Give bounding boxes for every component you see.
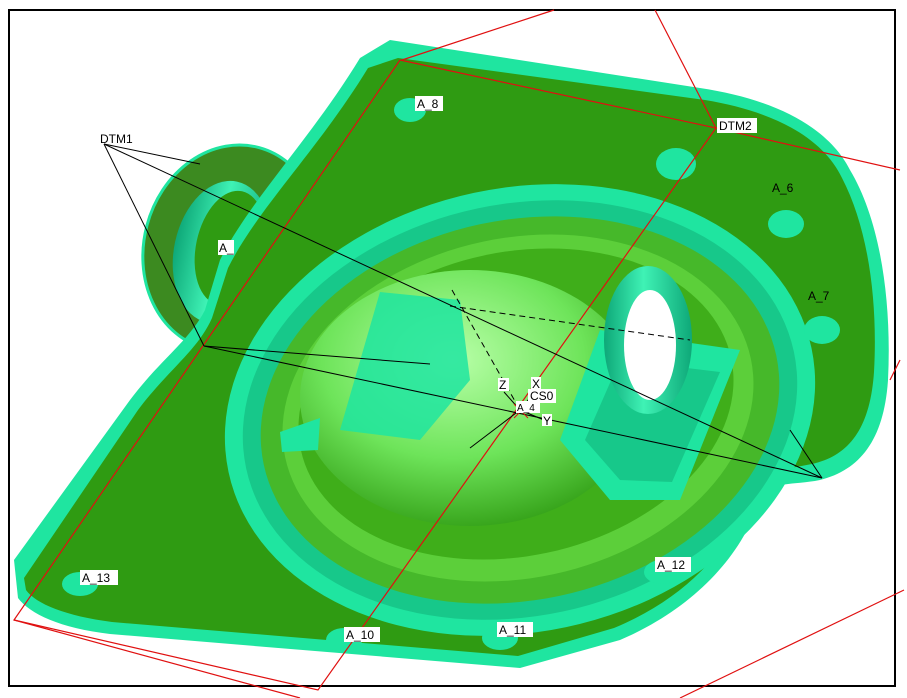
svg-text:A_10: A_10 bbox=[346, 628, 374, 642]
label-a12[interactable]: A_12 bbox=[655, 557, 691, 572]
datum-planes[interactable] bbox=[13, 9, 905, 698]
label-dtm1[interactable]: DTM1 bbox=[100, 132, 133, 146]
label-axis-z: Z bbox=[498, 378, 509, 392]
svg-text:Y: Y bbox=[543, 414, 551, 428]
svg-text:CS0: CS0 bbox=[530, 389, 554, 403]
svg-text:X: X bbox=[532, 377, 540, 391]
label-axis-y: Y bbox=[542, 414, 552, 428]
label-a7[interactable]: A_7 bbox=[808, 289, 830, 303]
label-a10[interactable]: A_10 bbox=[344, 627, 380, 642]
hole-a5[interactable] bbox=[656, 148, 696, 180]
datum-plane-dtm2 bbox=[13, 59, 718, 691]
label-axis-a4[interactable]: A_4 bbox=[516, 401, 540, 414]
label-a8[interactable]: A_8 bbox=[415, 96, 443, 111]
label-a6[interactable]: A_6 bbox=[772, 181, 794, 195]
svg-text:DTM1: DTM1 bbox=[100, 132, 133, 146]
inner-bracket[interactable] bbox=[280, 266, 740, 500]
label-a11[interactable]: A_11 bbox=[497, 622, 533, 637]
svg-text:A_7: A_7 bbox=[808, 289, 830, 303]
svg-text:A_4: A_4 bbox=[517, 403, 535, 414]
svg-text:A_13: A_13 bbox=[82, 571, 110, 585]
label-dtm2[interactable]: DTM2 bbox=[717, 118, 757, 133]
label-cs0[interactable]: CS0 bbox=[528, 389, 556, 403]
hole-a7[interactable] bbox=[804, 316, 840, 344]
label-a13[interactable]: A_13 bbox=[80, 570, 118, 585]
svg-text:DTM2: DTM2 bbox=[719, 119, 752, 133]
label-a4-side[interactable]: A_ bbox=[218, 240, 234, 255]
svg-text:A_6: A_6 bbox=[772, 181, 794, 195]
svg-text:A_8: A_8 bbox=[417, 97, 439, 111]
svg-text:A_12: A_12 bbox=[657, 558, 685, 572]
hole-a6[interactable] bbox=[768, 210, 804, 238]
label-axis-x: X bbox=[531, 377, 541, 391]
svg-text:A_: A_ bbox=[219, 241, 234, 255]
svg-text:A_11: A_11 bbox=[499, 623, 526, 637]
svg-text:Z: Z bbox=[499, 378, 506, 392]
